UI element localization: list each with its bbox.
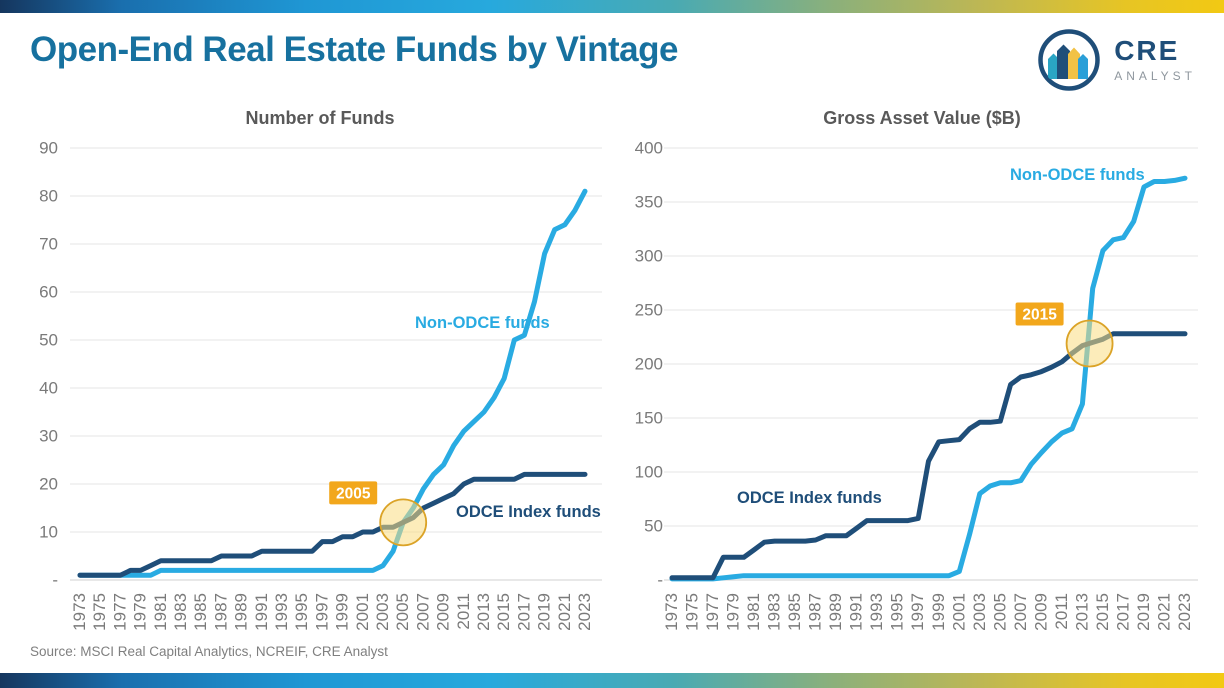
x-tick-label: 2009 xyxy=(434,593,453,631)
x-tick-label: 1979 xyxy=(724,593,743,631)
x-tick-label: 1985 xyxy=(191,593,210,631)
logo-text-analyst: ANALYST xyxy=(1114,69,1196,83)
x-tick-label: 1995 xyxy=(888,593,907,631)
x-tick-label: 2017 xyxy=(1113,593,1132,631)
x-tick-label: 2015 xyxy=(1093,593,1112,631)
x-tick-label: 2011 xyxy=(454,593,473,630)
x-tick-label: 1981 xyxy=(744,593,763,631)
x-tick-label: 2007 xyxy=(413,593,432,631)
non-odce-funds-line xyxy=(669,175,1188,582)
non-odce-funds-line xyxy=(77,188,588,578)
x-tick-label: 2013 xyxy=(1072,593,1091,631)
y-tick-label: 200 xyxy=(635,355,663,374)
y-tick-label: 50 xyxy=(39,331,58,350)
crossover-highlight-circle xyxy=(379,498,428,547)
series-label-odce-index-funds: ODCE Index funds xyxy=(737,489,882,507)
x-tick-label: 1983 xyxy=(171,593,190,631)
y-tick-label: - xyxy=(52,571,58,590)
odce-index-funds-line xyxy=(669,331,1188,581)
x-tick-label: 2021 xyxy=(1154,593,1173,631)
year-callout-label: 2005 xyxy=(336,485,371,502)
x-tick-label: 1979 xyxy=(131,593,150,631)
x-tick-label: 1987 xyxy=(211,593,230,631)
x-tick-label: 2005 xyxy=(393,593,412,631)
x-tick-label: 1999 xyxy=(929,593,948,631)
x-tick-label: 1991 xyxy=(847,593,866,631)
y-tick-label: 300 xyxy=(635,247,663,266)
y-tick-label: 150 xyxy=(635,409,663,428)
odce-index-funds-line xyxy=(77,471,588,578)
logo-text-cre: CRE xyxy=(1114,35,1180,66)
x-tick-label: 1991 xyxy=(252,593,271,631)
x-tick-label: 2003 xyxy=(373,593,392,631)
x-tick-label: 1997 xyxy=(312,593,331,631)
y-tick-label: 50 xyxy=(644,517,663,536)
y-tick-label: 250 xyxy=(635,301,663,320)
bottom-gradient-bar xyxy=(0,673,1224,688)
x-tick-label: 2019 xyxy=(535,593,554,631)
x-tick-label: 1977 xyxy=(703,593,722,631)
x-tick-label: 1989 xyxy=(826,593,845,631)
x-tick-label: 2017 xyxy=(514,593,533,631)
source-note: Source: MSCI Real Capital Analytics, NCR… xyxy=(30,644,388,659)
gross-asset-value-chart: - 50 100 150 200 250 300 350 400 1973 1975 1977 1979… xyxy=(635,139,1198,631)
series-label-non-odce-funds: Non-ODCE funds xyxy=(415,314,550,332)
x-tick-label: 2013 xyxy=(474,593,493,631)
right-chart-title: Gross Asset Value ($B) xyxy=(823,108,1021,128)
y-tick-label: 30 xyxy=(39,427,58,446)
x-tick-label: 2009 xyxy=(1031,593,1050,631)
x-tick-label: 1997 xyxy=(908,593,927,631)
x-tick-label: 1993 xyxy=(867,593,886,631)
x-tick-label: 2001 xyxy=(353,593,372,631)
logo-wordmark: CRE ANALYST xyxy=(1114,35,1196,84)
year-callout-label: 2015 xyxy=(1022,306,1057,323)
y-tick-label: 70 xyxy=(39,235,58,254)
x-tick-label: 1973 xyxy=(70,593,89,631)
x-tick-label: 2021 xyxy=(555,593,574,631)
x-tick-label: 1987 xyxy=(806,593,825,631)
x-tick-label: 1995 xyxy=(292,593,311,631)
y-tick-label: 100 xyxy=(635,463,663,482)
y-tick-label: 80 xyxy=(39,187,58,206)
x-tick-label: 1973 xyxy=(662,593,681,631)
x-tick-label: 1985 xyxy=(785,593,804,631)
y-tick-label: 60 xyxy=(39,283,58,302)
y-tick-label: 10 xyxy=(39,523,58,542)
x-tick-label: 2007 xyxy=(1011,593,1030,631)
x-tick-label: 2011 xyxy=(1052,593,1071,630)
x-tick-label: 2023 xyxy=(1175,593,1194,631)
left-chart-title: Number of Funds xyxy=(245,108,395,128)
x-tick-label: 1981 xyxy=(151,593,170,631)
x-tick-label: 1993 xyxy=(272,593,291,631)
crossover-highlight-circle xyxy=(1065,319,1114,368)
y-tick-label: 400 xyxy=(635,139,663,158)
x-tick-label: 1983 xyxy=(765,593,784,631)
year-callout-box xyxy=(329,481,378,505)
x-tick-label: 1999 xyxy=(333,593,352,631)
series-label-odce-index-funds: ODCE Index funds xyxy=(456,503,601,521)
cre-analyst-logo: CRE ANALYST xyxy=(1036,27,1196,93)
y-tick-label: 40 xyxy=(39,379,58,398)
y-tick-label: 20 xyxy=(39,475,58,494)
y-tick-label: 90 xyxy=(39,139,58,158)
x-tick-label: 2019 xyxy=(1134,593,1153,631)
x-tick-label: 1975 xyxy=(90,593,109,631)
x-tick-label: 1977 xyxy=(110,593,129,631)
x-tick-label: 2005 xyxy=(990,593,1009,631)
page-title: Open-End Real Estate Funds by Vintage xyxy=(30,30,678,69)
x-tick-label: 1975 xyxy=(683,593,702,631)
top-gradient-bar xyxy=(0,0,1224,13)
x-tick-label: 1989 xyxy=(232,593,251,631)
y-tick-label: - xyxy=(657,571,663,590)
x-tick-label: 2023 xyxy=(575,593,594,631)
year-callout-box xyxy=(1015,302,1064,326)
logo-buildings-icon xyxy=(1038,29,1100,91)
series-label-non-odce-funds: Non-ODCE funds xyxy=(1010,166,1145,184)
y-tick-label: 350 xyxy=(635,193,663,212)
x-tick-label: 2001 xyxy=(949,593,968,631)
x-tick-label: 2015 xyxy=(494,593,513,631)
x-tick-label: 2003 xyxy=(970,593,989,631)
